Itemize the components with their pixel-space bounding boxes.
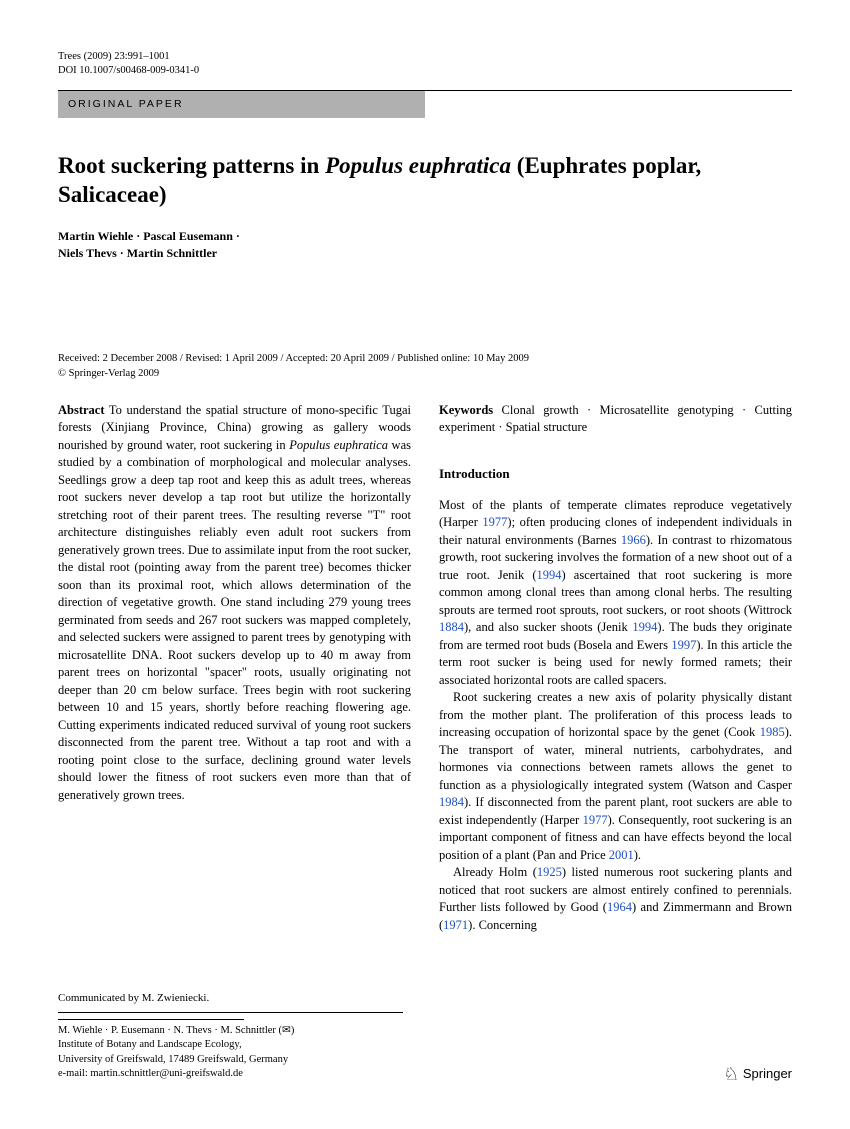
- citation-link[interactable]: 1925: [537, 865, 562, 879]
- footer-institute: Institute of Botany and Landscape Ecolog…: [58, 1038, 403, 1052]
- intro-text: ), and also sucker shoots (Jenik: [464, 620, 632, 634]
- dates-line2: © Springer-Verlag 2009: [58, 367, 792, 382]
- springer-horse-icon: ♘: [723, 1064, 739, 1084]
- citation-link[interactable]: 1994: [632, 620, 657, 634]
- intro-text: Already Holm (: [453, 865, 537, 879]
- left-column: Abstract To understand the spatial struc…: [58, 402, 411, 935]
- authors-line1: Martin Wiehle · Pascal Eusemann ·: [58, 228, 792, 245]
- citation-link[interactable]: 1964: [607, 900, 632, 914]
- footer-rule: [58, 1019, 244, 1020]
- citation-link[interactable]: 1884: [439, 620, 464, 634]
- citation-link[interactable]: 1966: [621, 533, 646, 547]
- citation-link[interactable]: 1994: [537, 568, 562, 582]
- title-pre: Root suckering patterns in: [58, 153, 325, 178]
- authors: Martin Wiehle · Pascal Eusemann · Niels …: [58, 228, 792, 263]
- intro-paragraph-3: Already Holm (1925) listed numerous root…: [439, 864, 792, 934]
- intro-text: ). Concerning: [468, 918, 537, 932]
- footer-email: e-mail: martin.schnittler@uni-greifswald…: [58, 1067, 403, 1081]
- content-columns: Abstract To understand the spatial struc…: [58, 402, 792, 935]
- intro-paragraph-1: Most of the plants of temperate climates…: [439, 497, 792, 690]
- title-italic: Populus euphratica: [325, 153, 511, 178]
- citation-link[interactable]: 1977: [583, 813, 608, 827]
- article-title: Root suckering patterns in Populus euphr…: [58, 152, 792, 210]
- citation-link[interactable]: 2001: [609, 848, 634, 862]
- right-column: Keywords Clonal growth · Microsatellite …: [439, 402, 792, 935]
- authors-line2: Niels Thevs · Martin Schnittler: [58, 245, 792, 262]
- abstract: Abstract To understand the spatial struc…: [58, 402, 411, 805]
- introduction-heading: Introduction: [439, 465, 792, 483]
- publisher-name: Springer: [743, 1066, 792, 1081]
- journal-line: Trees (2009) 23:991–1001: [58, 50, 792, 64]
- article-type: ORIGINAL PAPER: [58, 91, 425, 118]
- doi-line: DOI 10.1007/s00468-009-0341-0: [58, 64, 792, 78]
- footer-university: University of Greifswald, 17489 Greifswa…: [58, 1053, 403, 1067]
- citation-link[interactable]: 1984: [439, 795, 464, 809]
- communicated-by: Communicated by M. Zwieniecki.: [58, 991, 403, 1013]
- header-meta: Trees (2009) 23:991–1001 DOI 10.1007/s00…: [58, 50, 792, 78]
- citation-link[interactable]: 1971: [443, 918, 468, 932]
- dates-line1: Received: 2 December 2008 / Revised: 1 A…: [58, 352, 792, 367]
- publication-dates: Received: 2 December 2008 / Revised: 1 A…: [58, 352, 792, 381]
- keywords: Keywords Clonal growth · Microsatellite …: [439, 402, 792, 437]
- keywords-label: Keywords: [439, 403, 493, 417]
- citation-link[interactable]: 1985: [760, 725, 785, 739]
- abstract-text-post: was studied by a combination of morpholo…: [58, 438, 411, 802]
- abstract-label: Abstract: [58, 403, 105, 417]
- publisher-logo: ♘ Springer: [723, 1062, 792, 1087]
- citation-link[interactable]: 1997: [671, 638, 696, 652]
- footer-block: Communicated by M. Zwieniecki. M. Wiehle…: [58, 991, 403, 1081]
- intro-text: ).: [634, 848, 641, 862]
- citation-link[interactable]: 1977: [482, 515, 507, 529]
- footer-authors: M. Wiehle · P. Eusemann · N. Thevs · M. …: [58, 1024, 403, 1038]
- intro-paragraph-2: Root suckering creates a new axis of pol…: [439, 689, 792, 864]
- intro-text: Root suckering creates a new axis of pol…: [439, 690, 792, 739]
- abstract-italic: Populus euphratica: [289, 438, 388, 452]
